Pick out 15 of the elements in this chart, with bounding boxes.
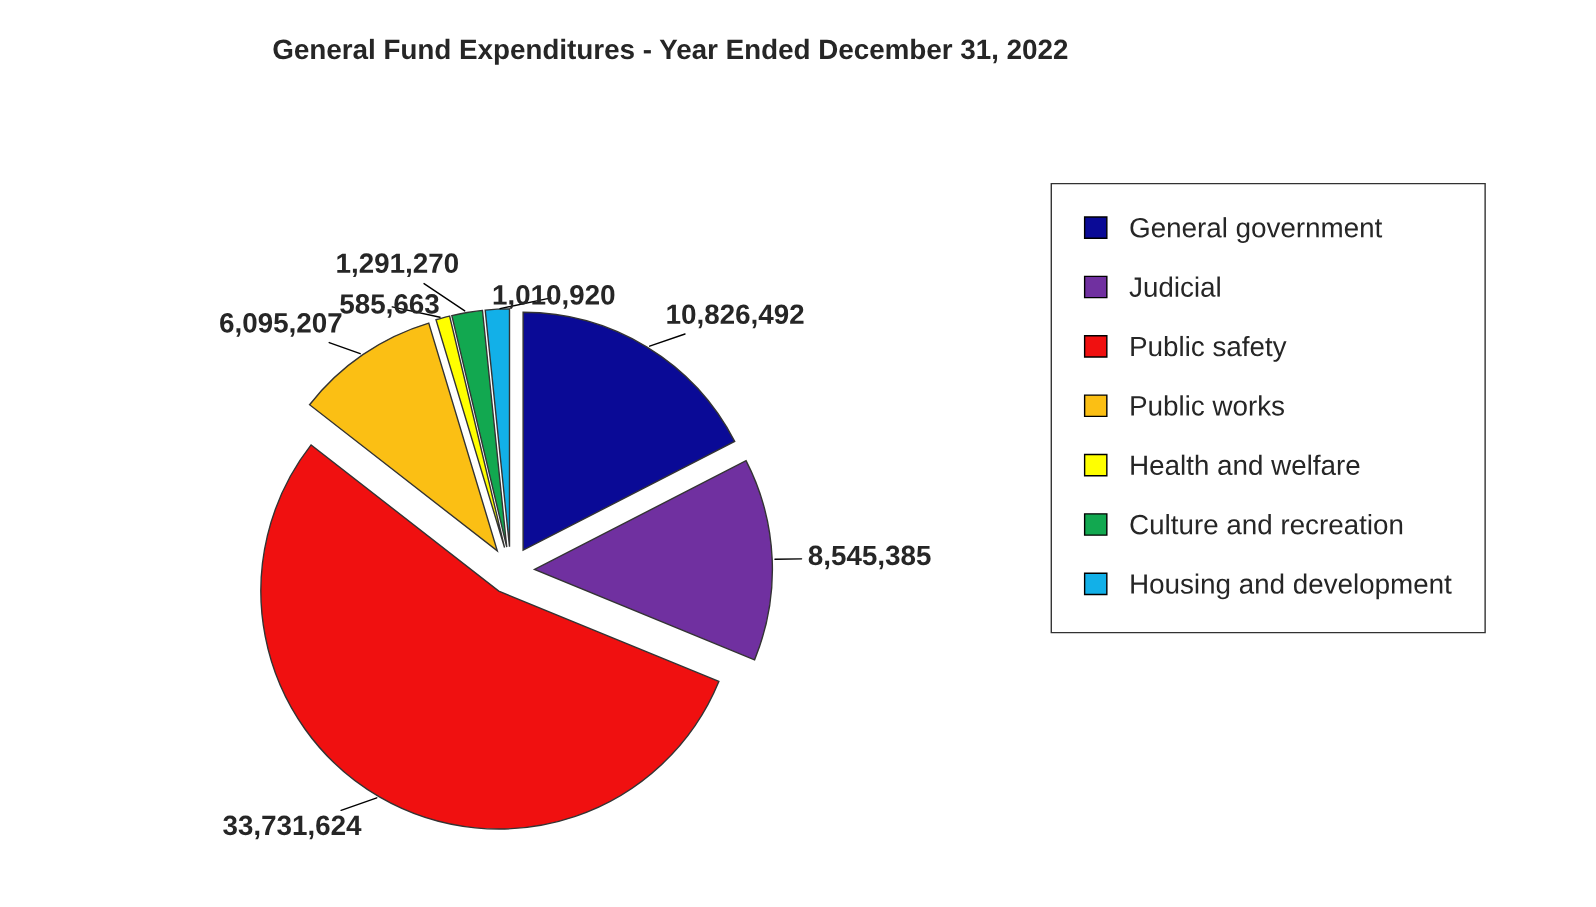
legend-label: Health and welfare: [1131, 454, 1360, 476]
legend-label: General government: [1130, 217, 1383, 244]
legend-label: Judicial: [1129, 276, 1220, 297]
legend-label: Public works: [1131, 395, 1284, 416]
legend-label: Housing and development: [1131, 573, 1452, 600]
data-label: 33,731,624: [223, 815, 362, 840]
data-label: 8,545,385: [808, 545, 931, 570]
data-label: 585,663: [340, 294, 439, 318]
data-label: 1,010,920: [493, 285, 615, 309]
legend-label: Culture and recreation: [1130, 514, 1403, 535]
data-label: 1,291,270: [337, 253, 458, 278]
data-label: 10,826,492: [667, 304, 804, 329]
chart-title: General Fund Expenditures - Year Ended December 31, 2022: [273, 38, 1068, 65]
data-label: 6,095,207: [220, 312, 342, 337]
legend-label: Public safety: [1131, 335, 1287, 362]
